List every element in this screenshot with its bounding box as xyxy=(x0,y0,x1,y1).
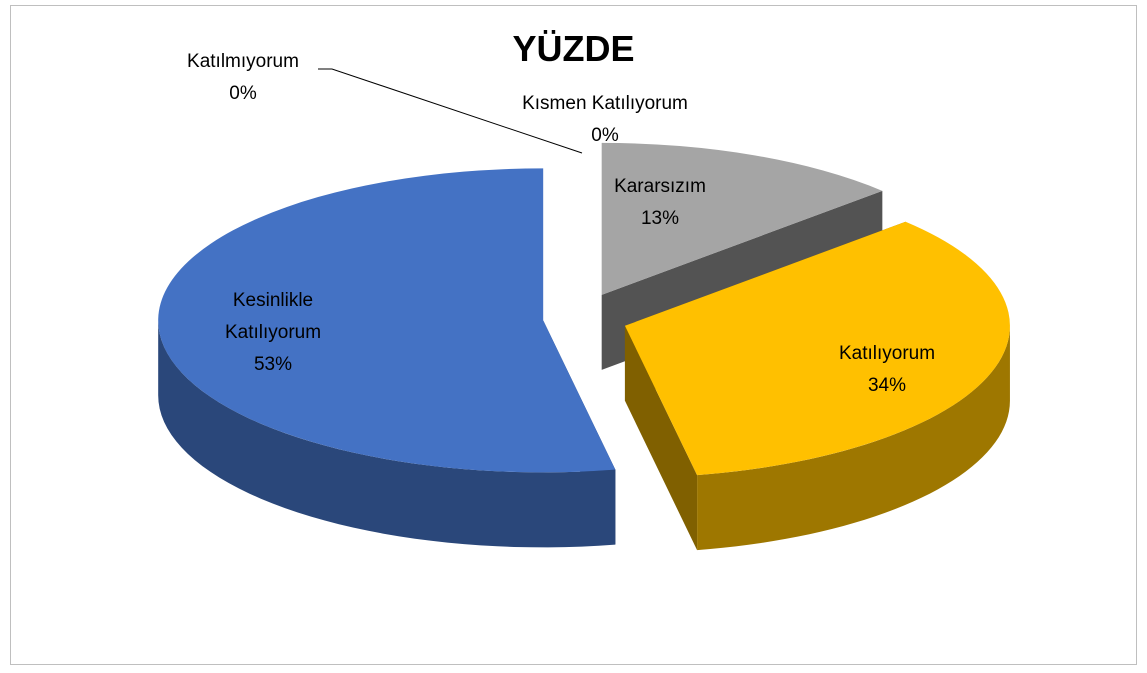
chart-title: YÜZDE xyxy=(512,28,635,69)
value-label: 13% xyxy=(640,208,680,229)
value-label: 34% xyxy=(867,375,907,396)
value-label: 53% xyxy=(253,354,293,375)
slice-wall xyxy=(697,325,1010,551)
data-label: Katılmıyorum 0% xyxy=(133,46,353,110)
slice-side xyxy=(624,325,698,551)
data-label: Kararsızım 13% xyxy=(580,171,740,235)
data-label: Kesinlikle Katılıyorum 53% xyxy=(198,285,348,381)
leader-line xyxy=(318,68,583,154)
category-label: Kısmen Katılıyorum xyxy=(522,93,688,114)
data-label: Kısmen Katılıyorum 0% xyxy=(475,88,735,152)
slice xyxy=(624,221,1010,476)
category-label: Katılmıyorum xyxy=(187,51,299,72)
slice xyxy=(601,142,883,295)
data-label: Katılıyorum 34% xyxy=(787,338,987,402)
category-label: Katılıyorum xyxy=(838,343,936,364)
value-label: 0% xyxy=(229,83,257,104)
slice-wall xyxy=(158,320,616,548)
slice xyxy=(158,168,616,473)
category-label: Kesinlikle Katılıyorum xyxy=(224,290,322,343)
value-label: 0% xyxy=(591,125,619,146)
category-label: Kararsızım xyxy=(614,176,706,197)
